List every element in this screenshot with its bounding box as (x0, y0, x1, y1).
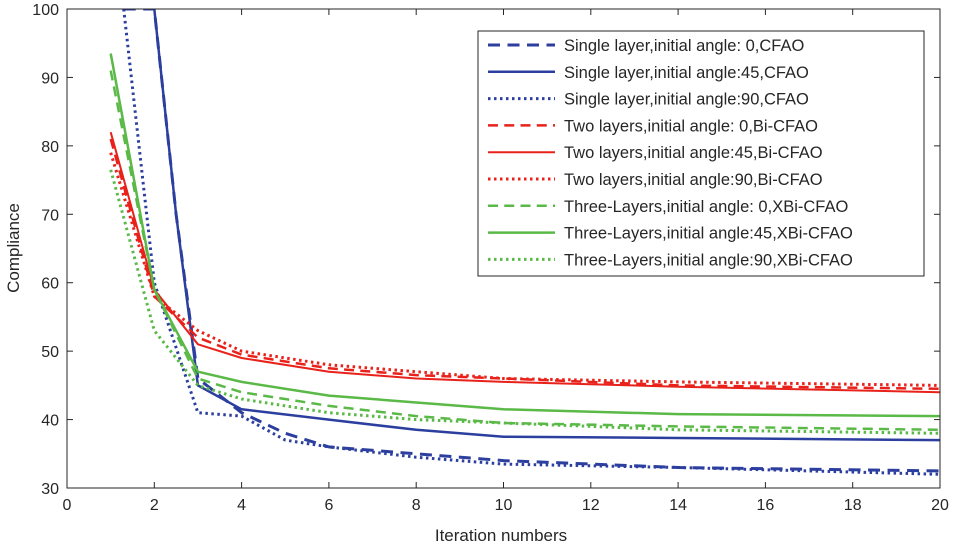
y-tick-label: 70 (41, 207, 59, 224)
y-tick-label: 80 (41, 139, 59, 156)
x-tick-label: 18 (844, 497, 862, 514)
series-line-4 (109, 138, 940, 391)
y-tick-label: 30 (41, 481, 59, 498)
y-tick-label: 60 (41, 276, 59, 293)
series-line-6 (109, 152, 940, 387)
x-tick-label: 16 (757, 497, 775, 514)
y-tick-label: 100 (32, 2, 59, 19)
series-line-2 (153, 9, 940, 442)
legend-label-4: Two layers,initial angle: 0,Bi-CFAO (564, 117, 818, 135)
series-line-9 (109, 169, 940, 435)
legend-label-9: Three-Layers,initial angle:90,XBi-CFAO (564, 251, 853, 269)
x-tick-label: 0 (63, 497, 72, 514)
x-tick-label: 4 (237, 497, 246, 514)
series-line-3 (122, 9, 940, 476)
x-axis-ticks: 0 2 4 6 8 10 12 14 16 18 20 (63, 9, 949, 514)
y-tick-label: 50 (41, 344, 59, 361)
legend-label-1: Single layer,initial angle: 0,CFAO (564, 37, 804, 55)
legend-label-8: Three-Layers,initial angle:45,XBi-CFAO (564, 225, 853, 243)
x-tick-label: 14 (669, 497, 687, 514)
x-tick-label: 8 (412, 497, 421, 514)
plot-frame (66, 8, 941, 489)
y-tick-label: 40 (41, 413, 59, 430)
legend-label-7: Three-Layers,initial angle: 0,XBi-CFAO (564, 198, 848, 216)
x-tick-label: 6 (324, 497, 333, 514)
series-line-7 (109, 70, 940, 432)
y-axis-label: Compliance (4, 203, 23, 293)
y-tick-label: 90 (41, 70, 59, 87)
series-layer (109, 9, 940, 476)
x-tick-label: 12 (582, 497, 600, 514)
legend-label-3: Single layer,initial angle:90,CFAO (564, 91, 809, 109)
y-axis-ticks: 30 40 50 60 70 80 90 100 (32, 2, 940, 498)
series-line-8 (109, 53, 940, 418)
legend: Single layer,initial angle: 0,CFAO Single… (477, 30, 925, 277)
x-tick-label: 2 (150, 497, 159, 514)
x-tick-label: 20 (931, 497, 949, 514)
x-tick-label: 10 (495, 497, 513, 514)
legend-label-2: Single layer,initial angle:45,CFAO (564, 64, 809, 82)
series-line-1 (123, 9, 940, 473)
legend-label-5: Two layers,initial angle:45,Bi-CFAO (564, 144, 823, 162)
x-axis-label: Iteration numbers (435, 526, 567, 545)
legend-label-6: Two layers,initial angle:90,Bi-CFAO (564, 171, 823, 189)
